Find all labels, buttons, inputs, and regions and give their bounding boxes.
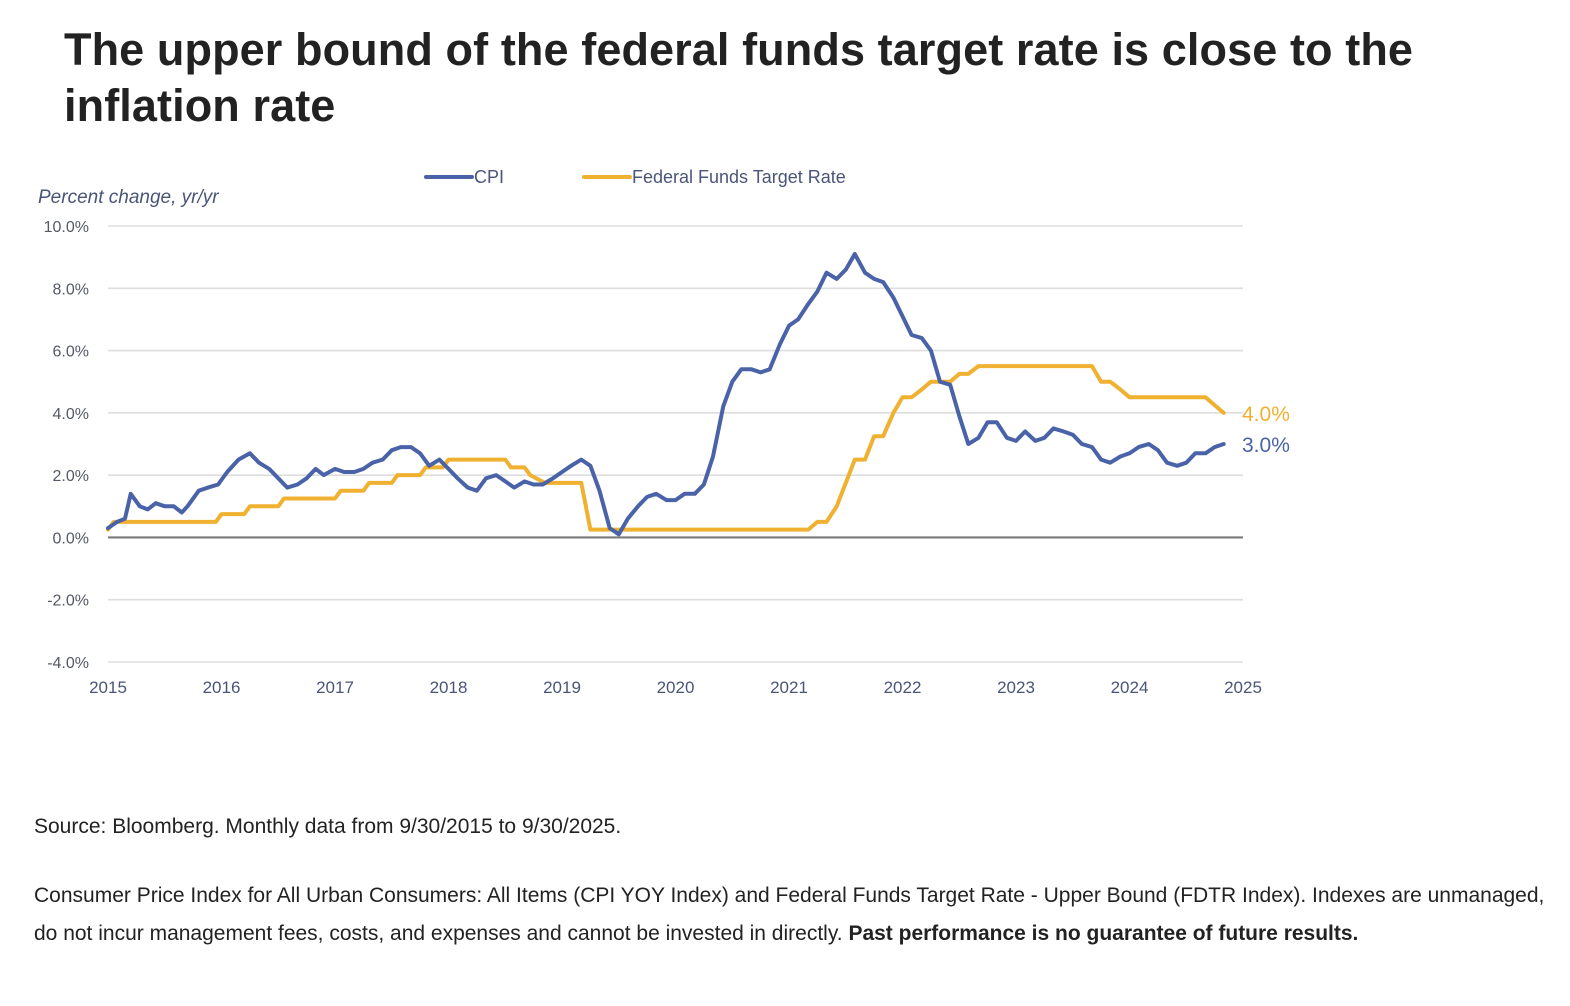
y-tick-label: 10.0% — [44, 219, 89, 236]
x-tick-label: 2016 — [203, 678, 241, 697]
y-tick-label: 6.0% — [53, 344, 89, 361]
y-tick-label: 2.0% — [53, 468, 89, 485]
legend-label: Federal Funds Target Rate — [632, 167, 846, 187]
x-tick-label: 2025 — [1224, 678, 1262, 697]
legend-label: CPI — [474, 167, 504, 187]
x-tick-label: 2024 — [1111, 678, 1149, 697]
x-axis-ticks: 2015 2016 2017 2018 2019 2020 2021 2022 2023 2024… — [89, 678, 1262, 697]
x-tick-label: 2017 — [316, 678, 354, 697]
disclaimer-note: Consumer Price Index for All Urban Consu… — [34, 877, 1554, 953]
x-tick-label: 2021 — [770, 678, 808, 697]
series-lines — [106, 252, 1226, 537]
y-tick-label: 0.0% — [53, 530, 89, 547]
x-tick-label: 2022 — [884, 678, 922, 697]
fed-funds-end-label: 4.0% — [1242, 403, 1290, 426]
gridlines — [108, 225, 1243, 663]
y-axis-ticks: 10.0% 8.0% 6.0% 4.0% 2.0% 0.0% -2.0% -4.0% — [44, 219, 89, 672]
x-tick-label: 2018 — [430, 678, 468, 697]
line-chart: 10.0% 8.0% 6.0% 4.0% 2.0% 0.0% -2.0% -4.0% 2015… — [38, 167, 1290, 697]
y-axis-label: Percent change, yr/yr — [38, 187, 219, 208]
source-note: Source: Bloomberg. Monthly data from 9/3… — [34, 815, 622, 838]
y-tick-label: -2.0% — [47, 593, 89, 610]
y-tick-label: -4.0% — [47, 655, 89, 672]
x-tick-label: 2023 — [997, 678, 1035, 697]
x-tick-label: 2020 — [657, 678, 695, 697]
legend: CPI Federal Funds Target Rate — [424, 167, 846, 187]
disclaimer-text: Consumer Price Index for All Urban Consu… — [34, 884, 1545, 945]
disclaimer-bold: Past performance is no guarantee of futu… — [848, 922, 1359, 945]
page-title: The upper bound of the federal funds tar… — [64, 24, 1414, 131]
y-tick-label: 4.0% — [53, 406, 89, 423]
cpi-line — [106, 252, 1226, 537]
y-tick-label: 8.0% — [53, 281, 89, 298]
end-labels: 3.0% 4.0% — [1242, 403, 1290, 457]
cpi-end-label: 3.0% — [1242, 434, 1290, 457]
fed-funds-line — [106, 364, 1226, 532]
x-tick-label: 2019 — [543, 678, 581, 697]
x-tick-label: 2015 — [89, 678, 127, 697]
